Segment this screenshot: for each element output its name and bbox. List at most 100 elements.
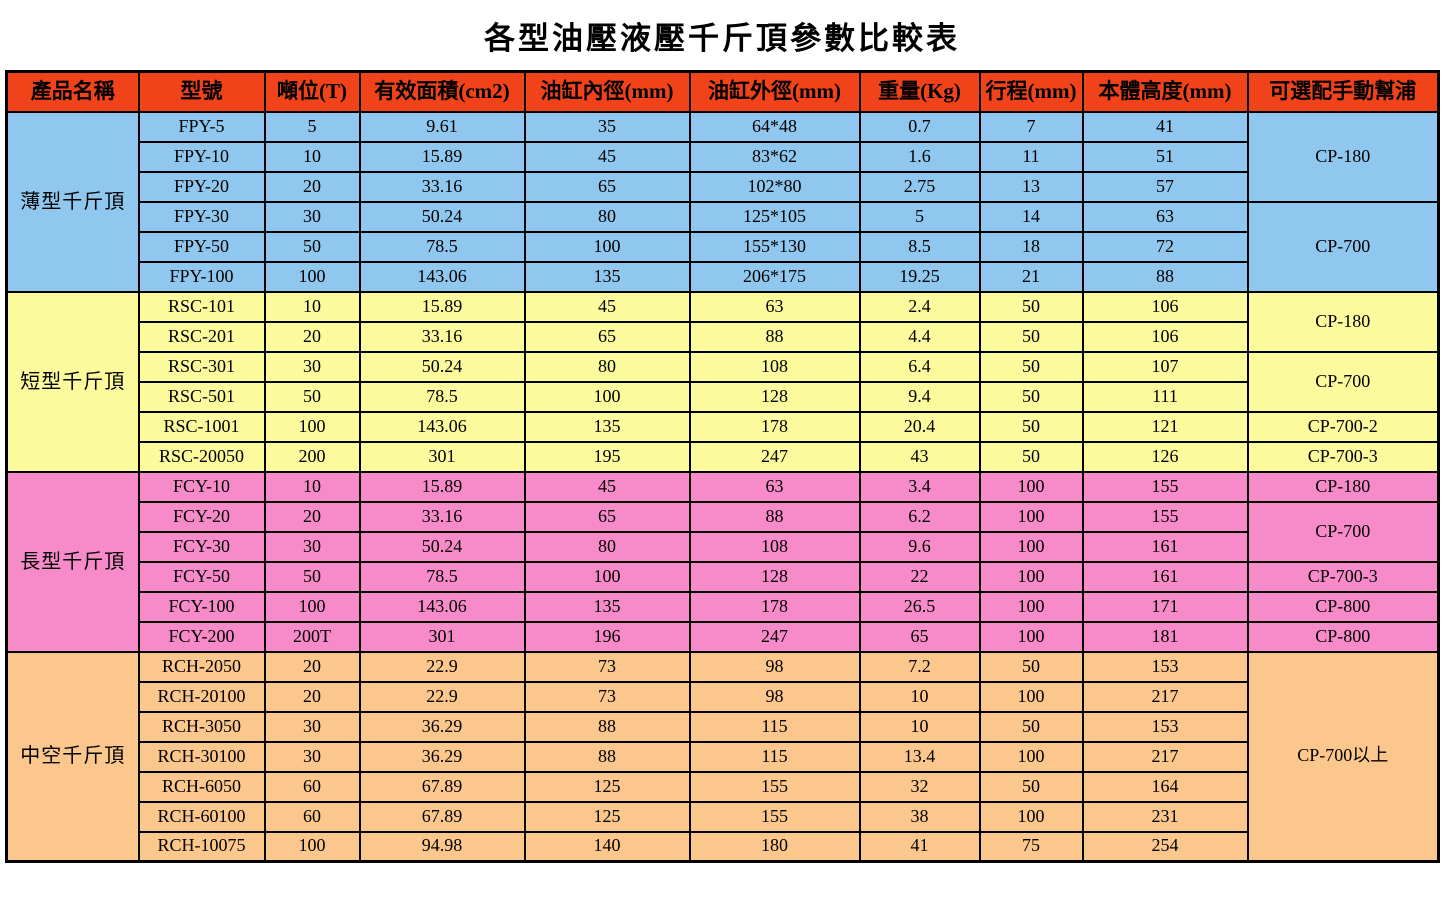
cell-outer_dia: 155 [688, 770, 861, 803]
cell-stroke: 50 [978, 650, 1084, 683]
cell-weight: 10 [858, 680, 981, 713]
product-group-name: 薄型千斤頂 [5, 110, 140, 293]
cell-weight: 19.25 [858, 260, 981, 293]
cell-weight: 8.5 [858, 230, 981, 263]
column-header-0: 產品名稱 [5, 70, 140, 113]
cell-area: 50.24 [358, 200, 526, 233]
cell-area: 94.98 [358, 830, 526, 863]
cell-inner_dia: 88 [523, 710, 691, 743]
cell-body_height: 57 [1081, 170, 1249, 203]
cell-stroke: 50 [978, 770, 1084, 803]
cell-tonnage: 10 [263, 290, 361, 323]
cell-area: 15.89 [358, 290, 526, 323]
cell-stroke: 50 [978, 440, 1084, 473]
cell-stroke: 13 [978, 170, 1084, 203]
cell-weight: 2.4 [858, 290, 981, 323]
cell-stroke: 50 [978, 290, 1084, 323]
cell-weight: 26.5 [858, 590, 981, 623]
page-title: 各型油壓液壓千斤頂參數比較表 [484, 21, 960, 56]
cell-optional-pump: CP-180 [1246, 110, 1440, 203]
cell-area: 143.06 [358, 410, 526, 443]
cell-stroke: 75 [978, 830, 1084, 863]
cell-body_height: 51 [1081, 140, 1249, 173]
cell-stroke: 7 [978, 110, 1084, 143]
cell-stroke: 14 [978, 200, 1084, 233]
cell-model: FCY-10 [137, 470, 266, 503]
cell-weight: 1.6 [858, 140, 981, 173]
cell-outer_dia: 206*175 [688, 260, 861, 293]
cell-outer_dia: 64*48 [688, 110, 861, 143]
cell-stroke: 100 [978, 530, 1084, 563]
table-row: FCY-50 50 78.5 100 128 22 100 161 CP-700-3 [6, 560, 1440, 593]
cell-area: 67.89 [358, 800, 526, 833]
cell-stroke: 18 [978, 230, 1084, 263]
cell-model: RSC-501 [137, 380, 266, 413]
cell-inner_dia: 65 [523, 500, 691, 533]
cell-weight: 43 [858, 440, 981, 473]
table-row: RSC-201 20 33.16 65 88 4.4 50 106 [6, 320, 1439, 353]
cell-tonnage: 100 [263, 830, 361, 863]
cell-weight: 6.4 [858, 350, 981, 383]
cell-tonnage: 200T [263, 620, 361, 653]
cell-body_height: 164 [1081, 770, 1249, 803]
table-row: RSC-301 30 50.24 80 108 6.4 50 107 CP-700 [6, 350, 1440, 413]
cell-weight: 22 [858, 560, 981, 593]
cell-weight: 13.4 [858, 740, 981, 773]
cell-inner_dia: 65 [523, 320, 691, 353]
cell-outer_dia: 108 [688, 530, 861, 563]
cell-area: 78.5 [358, 560, 526, 593]
cell-body_height: 181 [1081, 620, 1249, 653]
cell-weight: 20.4 [858, 410, 981, 443]
cell-model: RSC-20050 [137, 440, 266, 473]
column-header-7: 行程(mm) [978, 70, 1084, 113]
cell-body_height: 231 [1081, 800, 1249, 833]
cell-tonnage: 20 [263, 650, 361, 683]
cell-optional-pump: CP-180 [1246, 470, 1440, 503]
table-row: FPY-10 10 15.89 45 83*62 1.6 11 51 [6, 140, 1439, 173]
cell-tonnage: 50 [263, 380, 361, 413]
cell-model: FPY-20 [137, 170, 266, 203]
cell-weight: 0.7 [858, 110, 981, 143]
cell-body_height: 254 [1081, 830, 1249, 863]
table-row: RSC-501 50 78.5 100 128 9.4 50 111 [6, 380, 1439, 413]
table-row: RSC-1001 100 143.06 135 178 20.4 50 121 CP-700-2 [6, 410, 1440, 443]
cell-inner_dia: 100 [523, 230, 691, 263]
cell-stroke: 100 [978, 470, 1084, 503]
table-row: RCH-20100 20 22.9 73 98 10 100 217 [6, 680, 1439, 713]
table-row: RCH-10075 100 94.98 140 180 41 75 254 [6, 830, 1439, 863]
cell-model: FCY-100 [137, 590, 266, 623]
cell-tonnage: 60 [263, 770, 361, 803]
cell-outer_dia: 128 [688, 380, 861, 413]
cell-body_height: 161 [1081, 530, 1249, 563]
cell-model: RCH-60100 [137, 800, 266, 833]
cell-outer_dia: 247 [688, 620, 861, 653]
cell-optional-pump: CP-800 [1246, 590, 1440, 623]
cell-outer_dia: 98 [688, 650, 861, 683]
cell-body_height: 155 [1081, 470, 1249, 503]
cell-model: FCY-30 [137, 530, 266, 563]
table-header: 產品名稱 型號 噸位(T) 有效面積(cm2) 油缸內徑(mm) 油缸外徑(mm) 重量(K… [5, 70, 1440, 113]
cell-inner_dia: 80 [523, 200, 691, 233]
cell-outer_dia: 178 [688, 410, 861, 443]
cell-weight: 32 [858, 770, 981, 803]
cell-optional-pump: CP-700-3 [1246, 440, 1440, 473]
cell-area: 36.29 [358, 740, 526, 773]
cell-model: RSC-301 [137, 350, 266, 383]
cell-stroke: 50 [978, 410, 1084, 443]
cell-inner_dia: 135 [523, 590, 691, 623]
column-header-2: 噸位(T) [263, 70, 361, 113]
cell-outer_dia: 180 [688, 830, 861, 863]
cell-tonnage: 30 [263, 200, 361, 233]
cell-inner_dia: 196 [523, 620, 691, 653]
cell-outer_dia: 125*105 [688, 200, 861, 233]
cell-model: FCY-20 [137, 500, 266, 533]
cell-tonnage: 30 [263, 350, 361, 383]
cell-outer_dia: 115 [688, 710, 861, 743]
cell-tonnage: 60 [263, 800, 361, 833]
cell-model: FPY-10 [137, 140, 266, 173]
cell-model: RCH-20100 [137, 680, 266, 713]
cell-area: 78.5 [358, 380, 526, 413]
cell-inner_dia: 195 [523, 440, 691, 473]
cell-tonnage: 20 [263, 680, 361, 713]
table-row: RCH-60100 60 67.89 125 155 38 100 231 [6, 800, 1439, 833]
